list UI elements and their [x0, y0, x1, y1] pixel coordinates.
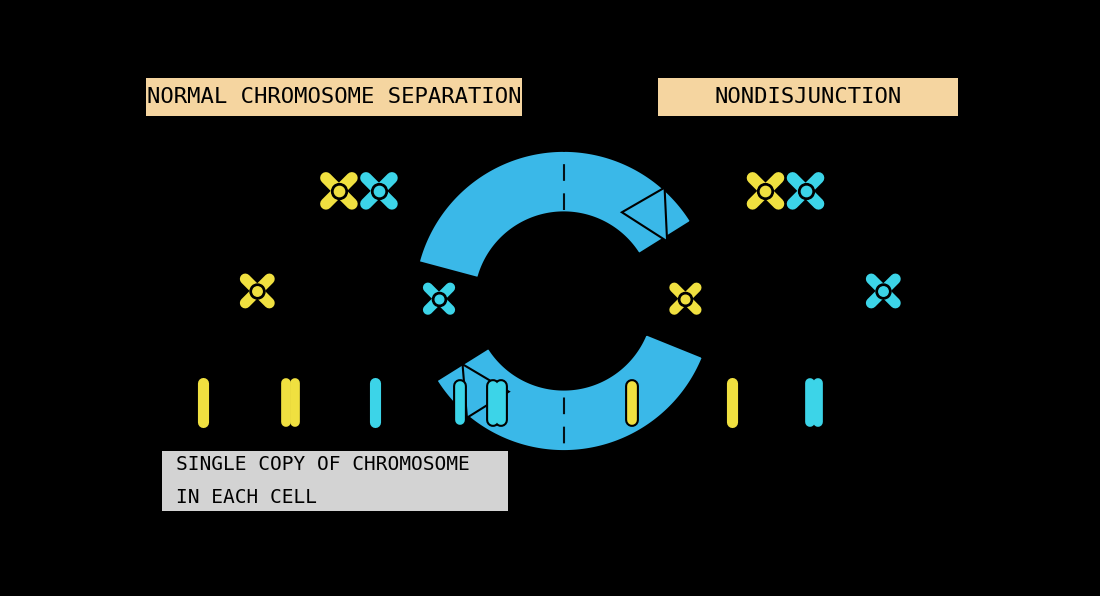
FancyBboxPatch shape: [658, 77, 958, 116]
Text: NONDISJUNCTION: NONDISJUNCTION: [714, 87, 902, 107]
Polygon shape: [419, 151, 691, 278]
Polygon shape: [621, 188, 667, 241]
Polygon shape: [462, 364, 508, 418]
FancyBboxPatch shape: [162, 451, 508, 511]
FancyBboxPatch shape: [146, 77, 522, 116]
Polygon shape: [437, 334, 703, 451]
Text: SINGLE COPY OF CHROMOSOME
IN EACH CELL: SINGLE COPY OF CHROMOSOME IN EACH CELL: [176, 455, 470, 507]
Text: NORMAL CHROMOSOME SEPARATION: NORMAL CHROMOSOME SEPARATION: [147, 87, 521, 107]
